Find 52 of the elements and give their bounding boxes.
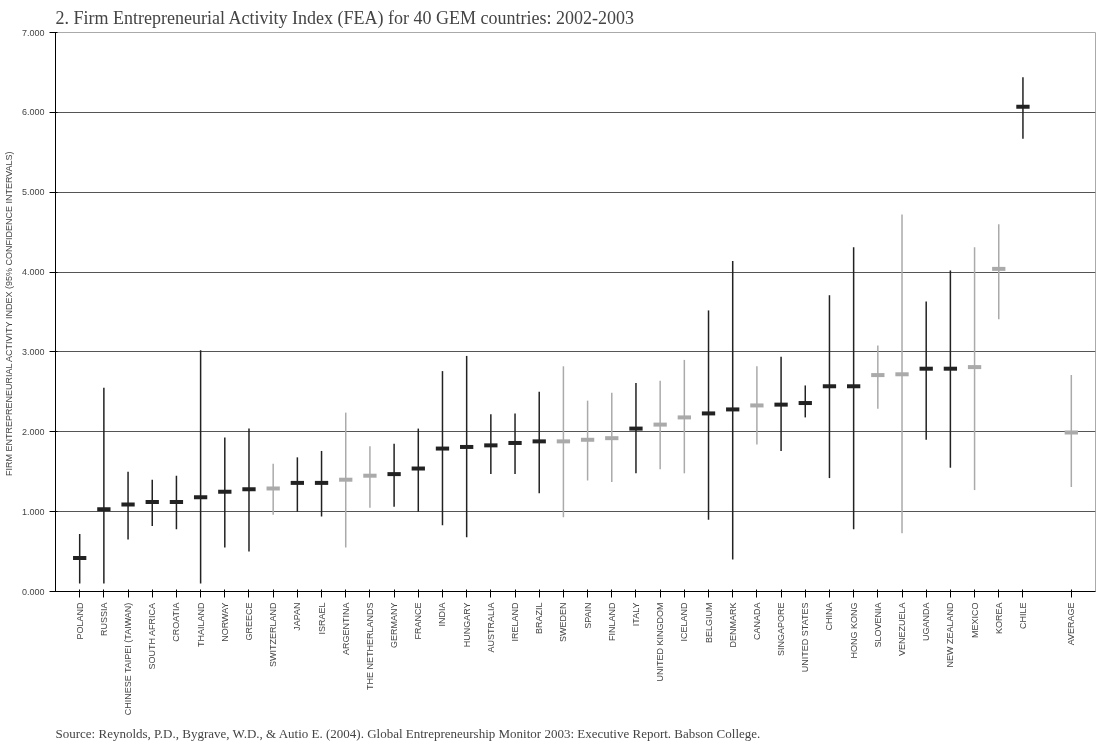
y-tick-label: 1.000 (21, 506, 45, 517)
chart-title: 2. Firm Entrepreneurial Activity Index (FEA) for 40 GEM countries: 2002-2003 (55, 7, 634, 29)
x-tick-label: CANADA (751, 602, 762, 641)
x-tick-label: KOREA (993, 602, 1004, 635)
x-tick-label: FINLAND (606, 602, 617, 641)
x-tick-label: CHINA (824, 602, 835, 631)
x-tick-label: DENMARK (727, 602, 738, 648)
x-tick-label: VENEZUELA (897, 602, 908, 657)
x-tick-label: CHINESE TAIPEI (TAIWAN) (123, 602, 134, 716)
y-tick-label: 6.000 (21, 107, 45, 118)
x-tick-label: HONG KONG (848, 602, 859, 659)
x-tick-label: INDIA (437, 602, 448, 627)
x-tick-label: RUSSIA (98, 602, 109, 637)
y-tick-label: 3.000 (21, 346, 45, 357)
x-tick-label: ISRAEL (316, 602, 327, 635)
x-tick-label: AVERAGE (1066, 602, 1077, 646)
x-tick-label: SPAIN (582, 602, 593, 629)
x-tick-label: ITALY (630, 602, 641, 627)
x-tick-label: SWITZERLAND (268, 602, 279, 667)
x-tick-label: JAPAN (292, 602, 303, 631)
x-tick-label: UNITED KINGDOM (655, 602, 666, 682)
x-tick-label: SWEDEN (558, 602, 569, 642)
x-tick-label: MEXICO (969, 602, 980, 638)
x-tick-label: THE NETHERLANDS (364, 602, 375, 691)
x-tick-label: FRANCE (413, 602, 424, 640)
y-tick-label: 0.000 (21, 586, 45, 597)
x-tick-label: ICELAND (679, 602, 690, 642)
y-tick-label: 5.000 (21, 187, 45, 198)
x-tick-label: UGANDA (921, 602, 932, 641)
x-tick-label: NEW ZEALAND (945, 602, 956, 668)
x-tick-label: IRELAND (510, 602, 521, 642)
x-tick-label: HUNGARY (461, 602, 472, 648)
x-tick-label: BRAZIL (534, 602, 545, 635)
x-tick-label: NORWAY (219, 602, 230, 642)
x-tick-label: GERMANY (389, 602, 400, 649)
source-note: Source: Reynolds, P.D., Bygrave, W.D., & Autio E. (2004). Global Entrepreneurship Monitor 2003: Executive Report. Babson College. (55, 725, 761, 741)
y-tick-label: 7.000 (21, 27, 45, 38)
x-tick-label: POLAND (74, 602, 85, 640)
y-tick-label: 2.000 (21, 426, 45, 437)
x-tick-label: UNITED STATES (800, 602, 811, 673)
x-tick-label: SOUTH AFRICA (147, 602, 158, 670)
y-axis-title: FIRM ENTREPRENEURIAL ACTIVITY INDEX (95% CONFIDENCE INTERVALS) (3, 151, 14, 477)
y-tick-label: 4.000 (21, 267, 45, 278)
x-tick-label: CROATIA (171, 602, 182, 642)
x-tick-label: CHILE (1017, 602, 1028, 630)
x-tick-label: ARGENTINA (340, 602, 351, 656)
x-tick-label: SLOVENIA (872, 602, 883, 648)
x-tick-label: BELGIUM (703, 602, 714, 644)
x-tick-label: AUSTRALIA (485, 602, 496, 653)
x-tick-label: THAILAND (195, 602, 206, 648)
x-tick-label: GREECE (243, 602, 254, 641)
x-tick-label: SINGAPORE (776, 602, 787, 657)
